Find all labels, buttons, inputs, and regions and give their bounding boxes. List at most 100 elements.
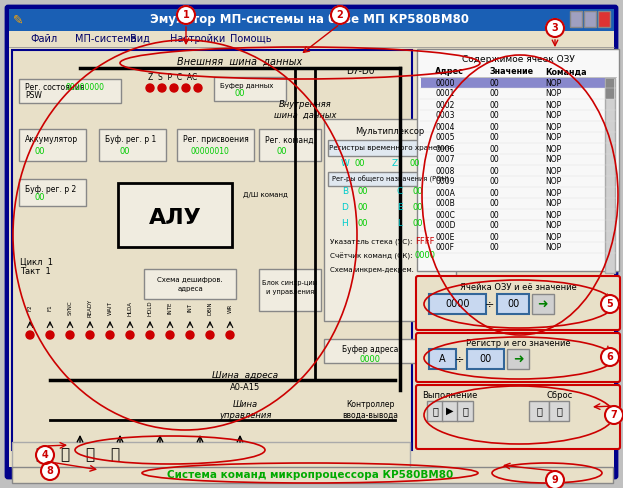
Text: Шина
управления: Шина управления <box>219 400 271 420</box>
Text: ÷: ÷ <box>485 299 495 309</box>
FancyBboxPatch shape <box>328 140 452 156</box>
Text: 00: 00 <box>490 200 500 208</box>
FancyBboxPatch shape <box>467 349 504 369</box>
Text: Система команд микропроцессора КР580ВМ80: Система команд микропроцессора КР580ВМ80 <box>167 470 453 480</box>
Text: 1: 1 <box>183 10 189 20</box>
Text: 00: 00 <box>35 147 45 157</box>
Text: и управления: и управления <box>266 289 314 295</box>
Text: 00: 00 <box>235 89 245 99</box>
Text: Блок синхр-ции: Блок синхр-ции <box>262 280 318 286</box>
Text: 00: 00 <box>490 122 500 131</box>
Text: 00: 00 <box>410 159 421 167</box>
Text: 00: 00 <box>413 220 423 228</box>
Text: 000C: 000C <box>435 210 455 220</box>
Text: 00: 00 <box>490 188 500 198</box>
Text: 000B: 000B <box>435 200 455 208</box>
Text: 000D: 000D <box>435 222 455 230</box>
FancyBboxPatch shape <box>570 11 582 27</box>
Text: Указатель стека (УС):: Указатель стека (УС): <box>330 239 412 245</box>
Text: 0005: 0005 <box>435 134 455 142</box>
Text: Схема инкрем-декрем.: Схема инкрем-декрем. <box>330 267 414 273</box>
Text: 0008: 0008 <box>435 166 454 176</box>
FancyBboxPatch shape <box>532 294 554 314</box>
Text: 9: 9 <box>551 475 558 485</box>
FancyBboxPatch shape <box>9 31 614 47</box>
FancyBboxPatch shape <box>144 269 236 299</box>
Text: 00: 00 <box>277 147 287 157</box>
Text: B: B <box>342 187 348 197</box>
FancyBboxPatch shape <box>507 349 529 369</box>
Text: 00: 00 <box>490 244 500 252</box>
Text: 🖨: 🖨 <box>85 447 95 463</box>
Text: Регистр и его значение: Регистр и его значение <box>465 340 570 348</box>
Text: 000A: 000A <box>435 188 455 198</box>
Text: 00: 00 <box>490 79 500 87</box>
Text: ➜: ➜ <box>513 352 523 366</box>
Text: PSW: PSW <box>25 92 42 101</box>
Text: INT: INT <box>188 304 193 312</box>
Text: INTE: INTE <box>168 302 173 314</box>
Text: NOP: NOP <box>545 244 561 252</box>
Circle shape <box>166 331 174 339</box>
Text: READY: READY <box>87 299 92 317</box>
Circle shape <box>331 6 349 24</box>
Text: 0003: 0003 <box>435 111 455 121</box>
FancyBboxPatch shape <box>529 401 549 421</box>
Text: Эмулятор МП-системы на базе МП КР580ВМ80: Эмулятор МП-системы на базе МП КР580ВМ80 <box>151 14 470 26</box>
Text: SYNC: SYNC <box>67 301 72 315</box>
Text: HLDA: HLDA <box>128 301 133 316</box>
Text: NOP: NOP <box>545 210 561 220</box>
Text: 00: 00 <box>490 210 500 220</box>
Circle shape <box>146 84 154 92</box>
Circle shape <box>36 446 54 464</box>
Text: DBIN: DBIN <box>207 301 212 315</box>
Text: 00: 00 <box>358 187 368 197</box>
Text: Настройки: Настройки <box>170 34 226 44</box>
Text: 00: 00 <box>120 147 130 157</box>
Text: Буфер данных: Буфер данных <box>220 83 273 89</box>
Text: 0002: 0002 <box>435 101 454 109</box>
Text: C: C <box>397 187 403 197</box>
Text: МП-система: МП-система <box>75 34 136 44</box>
Text: 0004: 0004 <box>435 122 455 131</box>
Text: 00: 00 <box>490 166 500 176</box>
Text: 5: 5 <box>607 299 614 309</box>
Text: Буф. рег. р 1: Буф. рег. р 1 <box>105 136 156 144</box>
Text: 00: 00 <box>35 194 45 203</box>
Circle shape <box>146 331 154 339</box>
Circle shape <box>41 462 59 480</box>
Text: Z: Z <box>392 159 398 167</box>
FancyBboxPatch shape <box>19 79 121 103</box>
Text: ▶: ▶ <box>446 406 454 416</box>
Text: 8: 8 <box>47 466 54 476</box>
Text: 0000: 0000 <box>414 251 435 261</box>
Text: 00: 00 <box>490 222 500 230</box>
Text: 0006: 0006 <box>435 144 455 154</box>
Text: 00: 00 <box>490 232 500 242</box>
Text: 000E: 000E <box>435 232 454 242</box>
Text: D: D <box>341 203 348 212</box>
Text: Рег. состояния: Рег. состояния <box>25 83 85 93</box>
Circle shape <box>66 331 74 339</box>
Circle shape <box>546 19 564 37</box>
Text: 00: 00 <box>490 134 500 142</box>
Text: Выполнение: Выполнение <box>422 391 478 401</box>
FancyBboxPatch shape <box>497 294 529 314</box>
Text: WR: WR <box>227 304 232 313</box>
Text: 0007: 0007 <box>435 156 455 164</box>
FancyBboxPatch shape <box>12 442 410 468</box>
Text: 📂: 📂 <box>432 406 438 416</box>
Text: 🖥: 🖥 <box>36 447 45 463</box>
FancyBboxPatch shape <box>259 269 321 311</box>
Circle shape <box>206 331 214 339</box>
Text: 0009: 0009 <box>435 178 455 186</box>
Text: 7: 7 <box>611 410 617 420</box>
Text: Рег. присвоения: Рег. присвоения <box>183 136 249 144</box>
Text: Содержимое ячеек ОЗУ: Содержимое ячеек ОЗУ <box>462 56 574 64</box>
Text: Внутренняя
шина  данных: Внутренняя шина данных <box>273 101 336 120</box>
Text: Помощь: Помощь <box>230 34 272 44</box>
Text: Буф. рег. р 2: Буф. рег. р 2 <box>25 184 76 194</box>
Text: ⏸: ⏸ <box>462 406 468 416</box>
Circle shape <box>182 84 190 92</box>
Text: NOP: NOP <box>545 111 561 121</box>
